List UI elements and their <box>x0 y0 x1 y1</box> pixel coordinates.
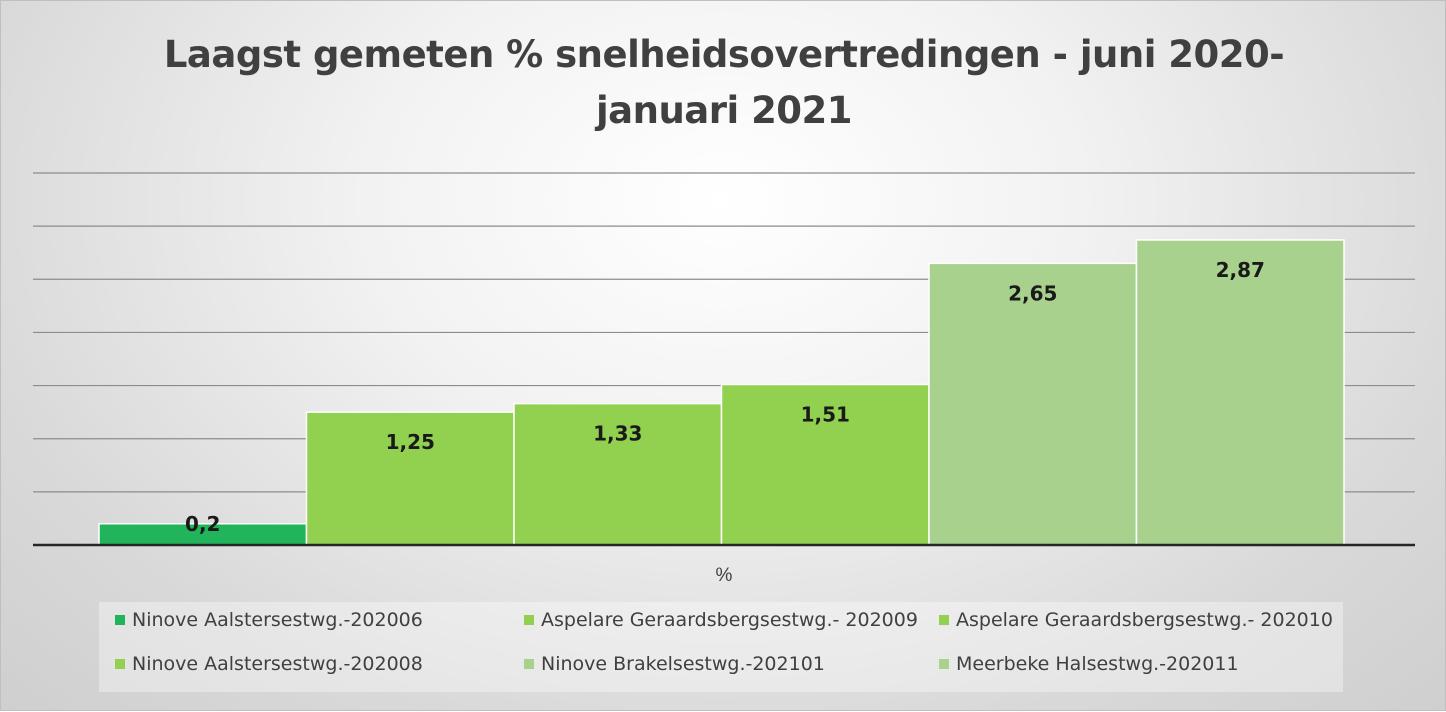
data-label-6: 2,87 <box>1216 258 1265 282</box>
data-label-4: 1,51 <box>801 403 850 427</box>
legend-item-3: Aspelare Geraardsbergsestwg.- 202010 <box>939 609 1333 631</box>
legend-item-5: Ninove Brakelsestwg.-202101 <box>524 653 825 675</box>
legend-label: Ninove Aalstersestwg.-202006 <box>132 609 423 631</box>
legend-item-4: Ninove Aalstersestwg.-202008 <box>115 653 423 675</box>
legend-swatch <box>524 659 534 669</box>
data-label-5: 2,65 <box>1008 281 1057 305</box>
legend-label: Aspelare Geraardsbergsestwg.- 202009 <box>541 609 918 631</box>
data-label-3: 1,33 <box>593 422 642 446</box>
chart-title-line-2: januari 2021 <box>595 89 853 132</box>
legend-swatch <box>939 615 949 625</box>
legend-swatch <box>115 659 125 669</box>
legend-label: Ninove Brakelsestwg.-202101 <box>541 653 825 675</box>
legend-swatch <box>939 659 949 669</box>
x-axis-category-label: % <box>715 565 733 586</box>
legend-label: Ninove Aalstersestwg.-202008 <box>132 653 423 675</box>
legend-label: Aspelare Geraardsbergsestwg.- 202010 <box>956 609 1333 631</box>
bar-6 <box>1135 239 1345 546</box>
legend-item-2: Aspelare Geraardsbergsestwg.- 202009 <box>524 609 918 631</box>
chart-title-line-1: Laagst gemeten % snelheidsovertredingen … <box>163 33 1285 76</box>
data-label-2: 1,25 <box>386 430 435 454</box>
legend-label: Meerbeke Halsestwg.-202011 <box>956 653 1239 675</box>
legend: Ninove Aalstersestwg.-202006 Aspelare Ger… <box>99 602 1343 692</box>
legend-item-1: Ninove Aalstersestwg.-202006 <box>115 609 423 631</box>
legend-swatch <box>115 615 125 625</box>
legend-item-6: Meerbeke Halsestwg.-202011 <box>939 653 1239 675</box>
bar-2 <box>305 411 515 546</box>
legend-swatch <box>524 615 534 625</box>
bar-5 <box>928 262 1138 546</box>
data-label-1: 0,2 <box>185 512 220 536</box>
